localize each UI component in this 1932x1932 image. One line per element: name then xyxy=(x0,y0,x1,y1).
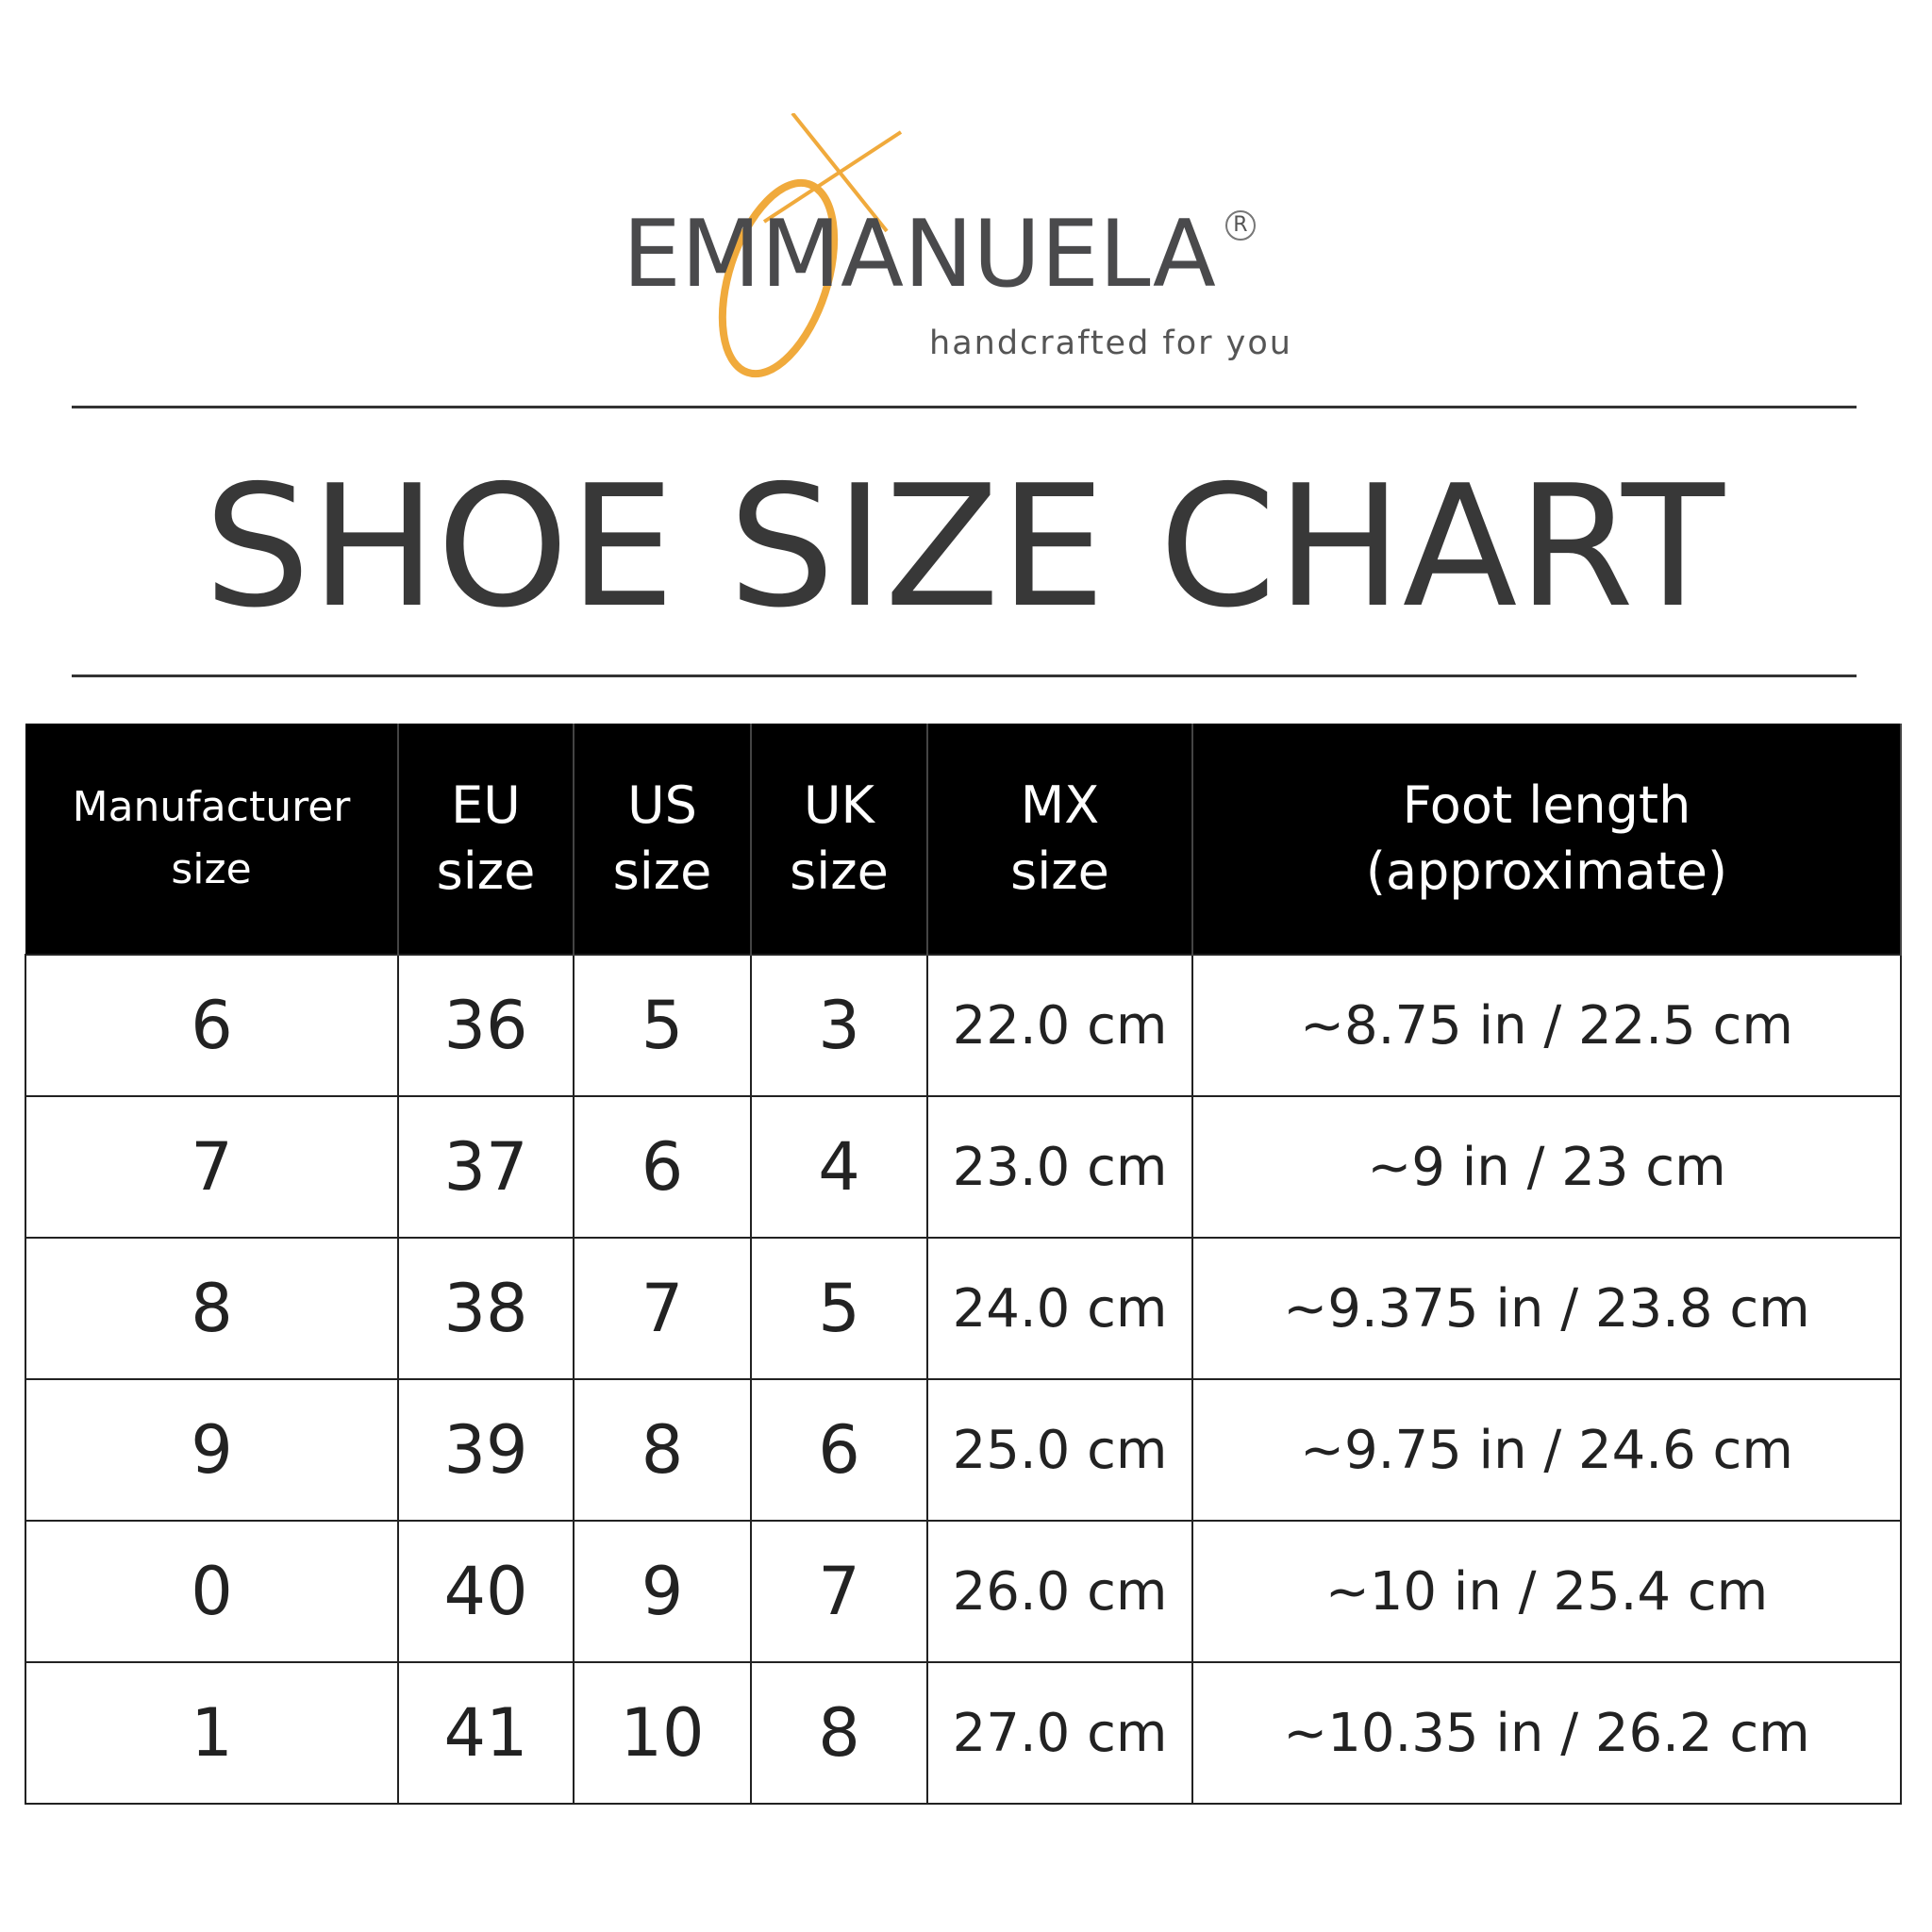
brand-logo: EMMANUELA R handcrafted for you xyxy=(604,113,1321,387)
size-chart-table: Manufacturer size EU size US size UK size MX size… xyxy=(25,724,1902,1805)
logo-name-row: EMMANUELA R xyxy=(623,203,1311,307)
header-us-size: US size xyxy=(574,724,752,955)
header-label-line: size xyxy=(436,841,536,901)
table-row: 8 38 7 5 24.0 cm ~9.375 in / 23.8 cm xyxy=(25,1237,1902,1380)
header-mx-size: MX size xyxy=(927,724,1193,955)
header-uk-size: UK size xyxy=(751,724,928,955)
cell-uk-size: 8 xyxy=(750,1661,928,1805)
table-row: 6 36 5 3 22.0 cm ~8.75 in / 22.5 cm xyxy=(25,954,1902,1097)
header-label-line: Foot length xyxy=(1402,775,1691,835)
cell-uk-size: 6 xyxy=(750,1378,928,1522)
header-label-line: US xyxy=(627,775,697,835)
brand-name: EMMANUELA xyxy=(623,201,1216,308)
registered-mark: R xyxy=(1224,210,1256,241)
cell-mx-size: 23.0 cm xyxy=(926,1095,1193,1239)
header-label-line: UK xyxy=(804,775,874,835)
header-label-line: EU xyxy=(451,775,521,835)
header-label-line: size xyxy=(790,841,889,901)
top-divider xyxy=(72,406,1857,408)
cell-manufacturer-size: 9 xyxy=(25,1378,399,1522)
cell-eu-size: 38 xyxy=(397,1237,575,1380)
cell-foot-length: ~9 in / 23 cm xyxy=(1191,1095,1902,1239)
cell-foot-length: ~10 in / 25.4 cm xyxy=(1191,1520,1902,1663)
cell-foot-length: ~10.35 in / 26.2 cm xyxy=(1191,1661,1902,1805)
cell-uk-size: 7 xyxy=(750,1520,928,1663)
logo-emblem-icon xyxy=(718,113,903,378)
header-label-line: size xyxy=(612,841,712,901)
cell-us-size: 9 xyxy=(573,1520,752,1663)
header-label-line: Manufacturer xyxy=(72,783,351,831)
header-eu-size: EU size xyxy=(398,724,575,955)
cell-mx-size: 22.0 cm xyxy=(926,954,1193,1097)
logo-text-block: EMMANUELA R handcrafted for you xyxy=(623,203,1311,363)
cell-foot-length: ~9.375 in / 23.8 cm xyxy=(1191,1237,1902,1380)
cell-uk-size: 4 xyxy=(750,1095,928,1239)
cell-eu-size: 41 xyxy=(397,1661,575,1805)
table-row: 0 40 9 7 26.0 cm ~10 in / 25.4 cm xyxy=(25,1520,1902,1663)
cell-us-size: 7 xyxy=(573,1237,752,1380)
cell-foot-length: ~8.75 in / 22.5 cm xyxy=(1191,954,1902,1097)
cell-manufacturer-size: 0 xyxy=(25,1520,399,1663)
cell-us-size: 5 xyxy=(573,954,752,1097)
cell-foot-length: ~9.75 in / 24.6 cm xyxy=(1191,1378,1902,1522)
header-label-line: MX xyxy=(1020,775,1100,835)
cell-manufacturer-size: 6 xyxy=(25,954,399,1097)
header-manufacturer-size: Manufacturer size xyxy=(25,724,399,955)
cell-uk-size: 5 xyxy=(750,1237,928,1380)
table-row: 1 41 10 8 27.0 cm ~10.35 in / 26.2 cm xyxy=(25,1661,1902,1805)
cell-manufacturer-size: 8 xyxy=(25,1237,399,1380)
cell-mx-size: 26.0 cm xyxy=(926,1520,1193,1663)
cell-eu-size: 40 xyxy=(397,1520,575,1663)
table-row: 7 37 6 4 23.0 cm ~9 in / 23 cm xyxy=(25,1095,1902,1239)
table-header-row: Manufacturer size EU size US size UK size MX size… xyxy=(25,724,1902,955)
header-foot-length: Foot length (approximate) xyxy=(1192,724,1902,955)
page-title: SHOE SIZE CHART xyxy=(204,449,1724,644)
bottom-divider xyxy=(72,675,1857,677)
cell-mx-size: 27.0 cm xyxy=(926,1661,1193,1805)
brand-tagline: handcrafted for you xyxy=(929,325,1292,362)
cell-eu-size: 36 xyxy=(397,954,575,1097)
cell-us-size: 6 xyxy=(573,1095,752,1239)
header-label-line: (approximate) xyxy=(1365,841,1728,901)
cell-manufacturer-size: 1 xyxy=(25,1661,399,1805)
cell-mx-size: 25.0 cm xyxy=(926,1378,1193,1522)
cell-mx-size: 24.0 cm xyxy=(926,1237,1193,1380)
cell-manufacturer-size: 7 xyxy=(25,1095,399,1239)
cell-us-size: 10 xyxy=(573,1661,752,1805)
table-row: 9 39 8 6 25.0 cm ~9.75 in / 24.6 cm xyxy=(25,1378,1902,1522)
header-label-line: size xyxy=(1010,841,1109,901)
header-label-line: size xyxy=(171,845,252,893)
cell-eu-size: 37 xyxy=(397,1095,575,1239)
cell-uk-size: 3 xyxy=(750,954,928,1097)
cell-us-size: 8 xyxy=(573,1378,752,1522)
cell-eu-size: 39 xyxy=(397,1378,575,1522)
